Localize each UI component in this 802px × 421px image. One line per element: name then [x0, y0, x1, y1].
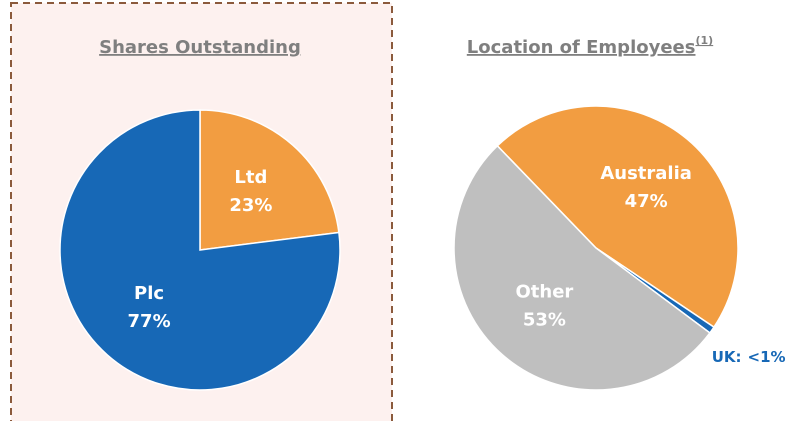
slice-value: 23% [229, 195, 272, 216]
slice-category: Ltd [234, 167, 267, 188]
pie-slice [199, 109, 340, 251]
pie-slice [453, 144, 711, 391]
slice-label: UK: <1% [712, 347, 786, 365]
slice-category: Other [515, 282, 573, 303]
slice-category: UK: [712, 347, 742, 365]
title-text: Location of Employees [467, 37, 696, 58]
slice-category: Australia [600, 163, 692, 184]
chart-title: Location of Employees(1) [467, 34, 713, 58]
slice-value: 53% [523, 310, 566, 331]
slice-category: Plc [134, 283, 164, 304]
slice-value: 47% [625, 191, 668, 212]
chart-title: Shares Outstanding [99, 37, 301, 58]
slice-value: <1% [748, 347, 786, 365]
pie-slice [59, 109, 341, 391]
pie-slice [496, 105, 739, 329]
title-note: (1) [695, 34, 713, 47]
slice-value: 77% [128, 311, 171, 332]
